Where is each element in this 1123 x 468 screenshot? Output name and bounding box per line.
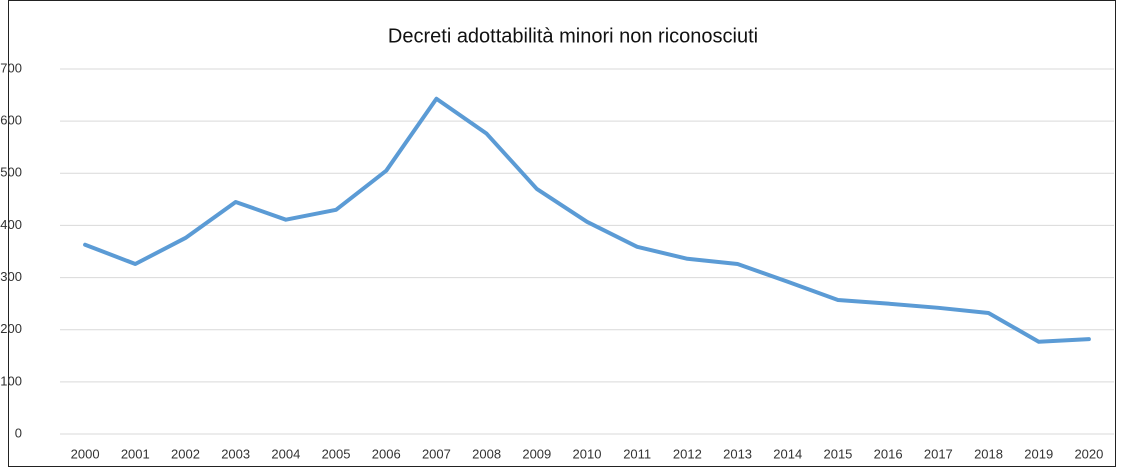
x-tick-label: 2007 xyxy=(422,446,451,461)
chart-title: Decreti adottabilità minori non riconosc… xyxy=(388,25,758,47)
y-tick-label: 400 xyxy=(0,217,22,232)
x-tick-label: 2019 xyxy=(1024,446,1053,461)
x-tick-label: 2013 xyxy=(723,446,752,461)
x-tick-label: 2003 xyxy=(221,446,250,461)
x-tick-label: 2014 xyxy=(773,446,802,461)
x-tick-label: 2000 xyxy=(71,446,100,461)
x-tick-label: 2018 xyxy=(974,446,1003,461)
x-tick-label: 2006 xyxy=(372,446,401,461)
data-line xyxy=(83,96,1091,344)
x-tick-label: 2009 xyxy=(522,446,551,461)
x-tick-label: 2004 xyxy=(271,446,300,461)
x-tick-label: 2008 xyxy=(472,446,501,461)
x-tick-label: 2011 xyxy=(623,446,651,461)
x-tick-label: 2005 xyxy=(322,446,351,461)
y-tick-label: 700 xyxy=(0,60,22,75)
y-tick-label: 500 xyxy=(0,165,22,180)
y-tick-label: 0 xyxy=(15,425,22,440)
x-tick-label: 2016 xyxy=(874,446,903,461)
chart-border xyxy=(8,0,1116,467)
x-tick-label: 2015 xyxy=(823,446,852,461)
x-tick-label: 2020 xyxy=(1074,446,1103,461)
y-tick-label: 600 xyxy=(0,113,22,128)
y-tick-label: 200 xyxy=(0,321,22,336)
y-tick-label: 300 xyxy=(0,269,22,284)
x-tick-label: 2010 xyxy=(573,446,602,461)
x-tick-label: 2017 xyxy=(924,446,953,461)
x-tick-label: 2002 xyxy=(171,446,200,461)
x-tick-label: 2012 xyxy=(673,446,702,461)
x-tick-label: 2001 xyxy=(121,446,150,461)
y-tick-label: 100 xyxy=(0,373,22,388)
